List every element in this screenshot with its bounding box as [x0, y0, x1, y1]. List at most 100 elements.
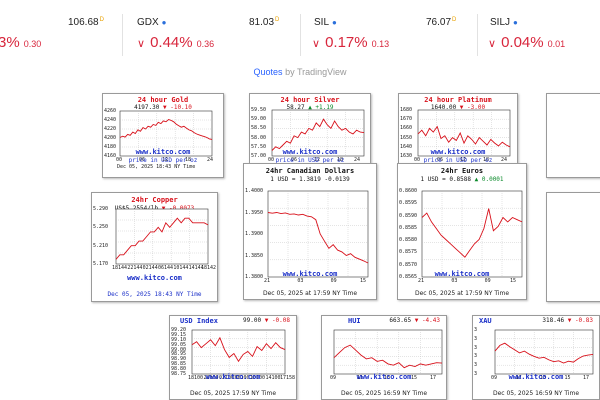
x-tick-label: 21: [264, 278, 271, 284]
chart-quote-line: 318.46 ▼ -0.83: [542, 317, 593, 324]
x-tick-label: 09: [491, 375, 498, 381]
chart-xau[interactable]: XAU 318.46 ▼ -0.83 3 3 3 3 3 3 09 11 13 15 17 www.kit…: [472, 315, 600, 400]
kitco-watermark[interactable]: www.kitco.com: [434, 270, 490, 278]
chart-partial-right[interactable]: [546, 93, 600, 178]
ticker-item-silj[interactable]: SILJ ● ∨ 0.04% 0.01: [480, 0, 600, 60]
y-tick-label: 1.3850: [245, 252, 264, 259]
series-line: [271, 118, 365, 151]
kitco-watermark[interactable]: www.kitco.com: [356, 373, 412, 381]
chart-title: 24 hour Gold: [137, 96, 189, 104]
triangle-down-icon: ▼: [564, 317, 575, 324]
kitco-watermark[interactable]: www.kitco.com: [127, 274, 182, 282]
x-tick-label: 21: [418, 278, 425, 284]
chart-quote-line: 58.27 ▲ +1.19: [250, 104, 370, 111]
chart-title: 24hr Canadian Dollars: [265, 167, 355, 175]
y-tick-label: 1640: [400, 143, 413, 150]
ticker-bar: 3% 0.30 106.68D GDX ● 81.03D ∨ 0.44% 0.36 SI…: [0, 0, 600, 62]
x-tick-label: 18: [337, 157, 344, 163]
series-line: [417, 125, 511, 148]
tradingview-link[interactable]: TradingView: [296, 67, 347, 77]
y-tick-label: 3: [474, 371, 478, 377]
kitco-watermark[interactable]: www.kitco.com: [430, 148, 486, 156]
x-tick-label: 12: [314, 157, 321, 163]
y-tick-label: 1680: [400, 107, 413, 113]
ticker-symbol: SILJ ●: [490, 17, 518, 28]
y-tick-label: 4220: [104, 126, 117, 132]
x-tick-label: 03: [451, 278, 458, 284]
y-tick-label: 3: [474, 335, 478, 342]
x-tick-label: 15: [564, 375, 571, 381]
x-tick-label: 13: [384, 375, 391, 381]
chart-footer: Dec 05, 2025 18:43 NY Time: [107, 291, 202, 298]
chart-price: 1 USD = 1.3819: [270, 176, 321, 183]
x-tick-label: 06: [437, 157, 444, 163]
chart-footer: Dec 05, 2025 16:59 NY Time: [492, 390, 580, 397]
ticker-change-pct: 3% 0.30: [0, 34, 41, 51]
kitco-watermark[interactable]: www.kitco.com: [205, 373, 261, 381]
ticker-item-price-only[interactable]: 106.68D: [60, 0, 120, 60]
chart-title: USD Index: [180, 317, 218, 325]
chart-footer: price in USD per oz: [275, 157, 345, 164]
x-tick-label: 17: [430, 375, 437, 381]
kitco-watermark[interactable]: www.kitco.com: [282, 270, 338, 278]
chart-price: 99.00: [243, 317, 262, 324]
quotes-link[interactable]: Quotes: [253, 67, 283, 77]
y-tick-label: 4160: [104, 153, 117, 159]
x-tick-label: 17158: [280, 375, 296, 381]
x-tick-label: 12: [460, 157, 467, 163]
chart-copper[interactable]: 24hr Copper US$5.2554/lb ▼ -0.0073 5.290 5.…: [91, 192, 218, 302]
ticker-pct-value: 0.04%: [501, 34, 544, 51]
ticker-symbol-text: GDX: [137, 17, 159, 28]
chart-plot: [494, 329, 594, 375]
chart-change: -4.43: [421, 317, 440, 324]
chart-gold[interactable]: 24 hour Gold 4197.30 ▼ -10.10 4260 4240 4220…: [102, 93, 224, 178]
chart-quote-line: 1640.00 ▼ -3.00: [399, 104, 517, 111]
ticker-item-partial-left[interactable]: 3% 0.30: [0, 0, 70, 60]
x-tick-label: 18142: [201, 265, 217, 271]
live-dot-icon: ●: [513, 18, 518, 27]
chart-price: 318.46: [542, 317, 565, 324]
ticker-change-value: 0.36: [196, 39, 215, 49]
chart-hui[interactable]: HUI 663.65 ▼ -4.43 09 11 13 15 17 www.kitco.com…: [321, 315, 447, 400]
chart-title: XAU: [479, 317, 492, 325]
attribution-by: by: [285, 67, 295, 77]
x-tick-label: 13: [540, 375, 547, 381]
x-tick-label: 02100: [219, 375, 235, 381]
chart-change: -0.83: [574, 317, 593, 324]
y-tick-label: 0.8590: [399, 212, 418, 219]
chart-usdx[interactable]: USD Index 99.00 ▼ -0.08 99.20 99.15 99.10 99.…: [169, 315, 297, 400]
x-tick-label: 12: [162, 157, 169, 163]
ticker-change-pct: ∨ 0.04% 0.01: [488, 34, 565, 51]
y-tick-label: 99.15: [171, 331, 187, 338]
chart-eur[interactable]: 24hr Euros 1 USD = 0.8588 ▲ 0.0001 0.8600 0…: [397, 163, 527, 300]
x-tick-label: 22144: [127, 265, 143, 271]
y-tick-label: 98.90: [171, 356, 187, 363]
plot-frame: [115, 208, 209, 265]
kitco-watermark[interactable]: www.kitco.com: [508, 373, 564, 381]
x-tick-label: 24: [207, 157, 214, 163]
ticker-item-sil[interactable]: SIL ● 76.07D ∨ 0.17% 0.13: [302, 0, 472, 60]
x-tick-label: 18: [185, 157, 192, 163]
y-tick-label: 98.85: [171, 361, 187, 368]
x-tick-label: 14100: [265, 375, 281, 381]
y-tick-label: 99.00: [171, 346, 187, 353]
triangle-down-icon: ▼: [159, 104, 171, 111]
kitco-watermark[interactable]: www.kitco.com: [135, 148, 191, 156]
ticker-item-gdx[interactable]: GDX ● 81.03D ∨ 0.44% 0.36: [125, 0, 295, 60]
chevron-down-icon: ∨: [137, 38, 146, 50]
series-line: [267, 212, 369, 264]
x-tick-label: 10144: [173, 265, 189, 271]
chart-price: US$5.2554/lb: [114, 205, 159, 212]
chart-plot: [421, 190, 523, 278]
y-tick-label: 99.20: [171, 327, 187, 333]
chart-partial-right[interactable]: [546, 192, 600, 302]
chart-cad[interactable]: 24hr Canadian Dollars 1 USD = 1.3819 -0.0…: [243, 163, 377, 300]
kitco-watermark[interactable]: www.kitco.com: [282, 148, 338, 156]
x-tick-label: 06144: [158, 265, 174, 271]
triangle-down-icon: ▼: [411, 317, 422, 324]
x-tick-label: 10100: [250, 375, 266, 381]
chart-footer: Dec 05, 2025 at 17:59 NY Time: [414, 290, 510, 297]
plot-frame: [417, 109, 511, 157]
y-tick-label: 57.50: [251, 143, 267, 150]
triangle-up-icon: ▲: [471, 176, 482, 183]
